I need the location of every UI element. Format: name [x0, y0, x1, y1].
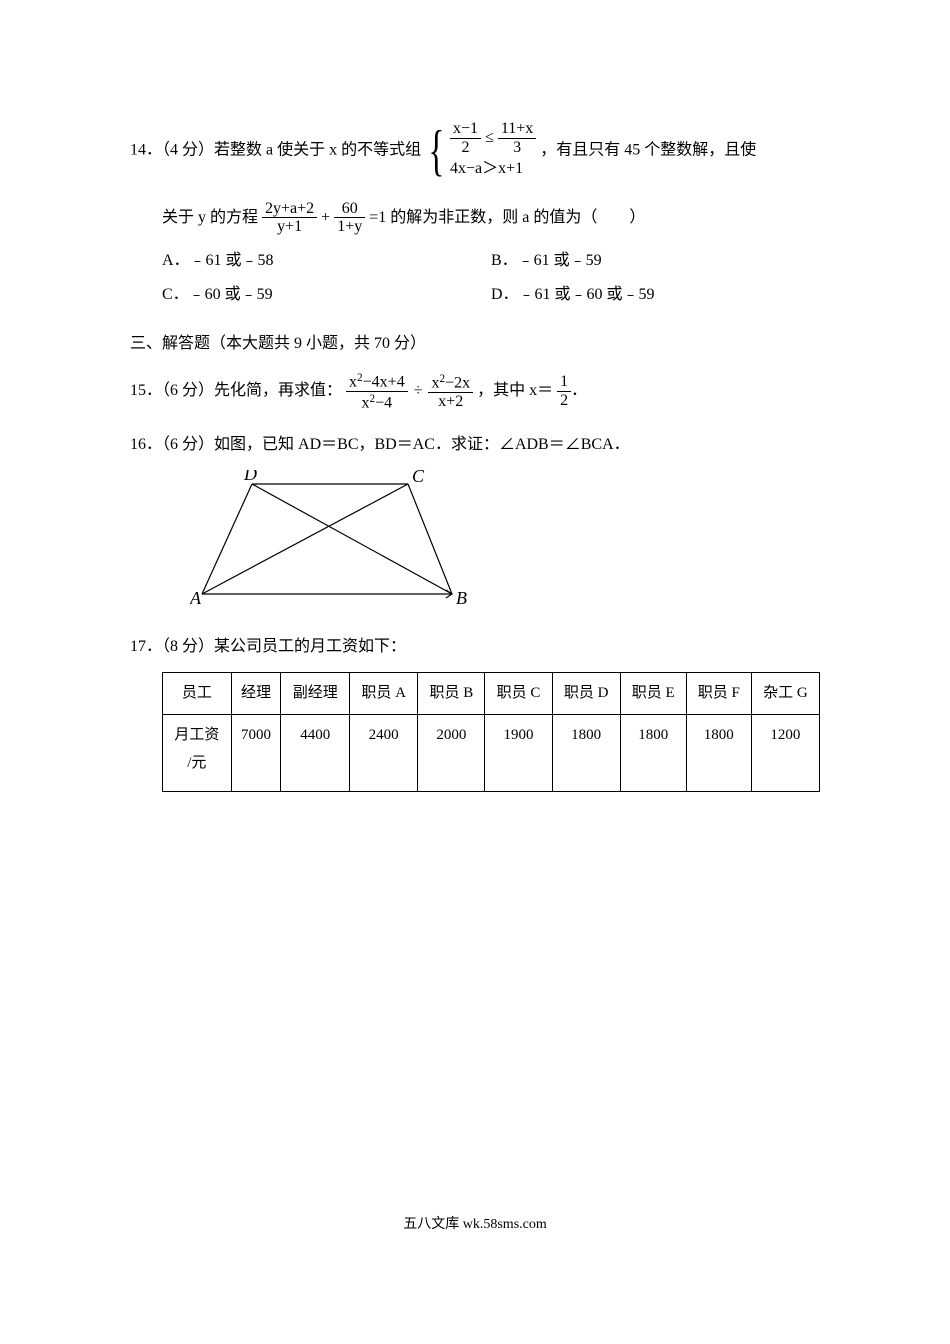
q15-frac2-num: x2−2x [428, 372, 473, 393]
section-3-heading: 三、解答题（本大题共 9 小题，共 70 分） [130, 329, 820, 359]
q14-eq-frac1-den: y+1 [262, 218, 317, 236]
table-row-label: 月工资/元 [163, 714, 232, 791]
q14-eq-frac2-num: 60 [334, 200, 365, 219]
table-header-cell: 员工 [163, 673, 232, 715]
table-cell: 1800 [686, 714, 751, 791]
q15: 15．（6 分）先化简，再求值： x2−4x+4 x2−4 ÷ x2−2x x+… [130, 371, 820, 412]
q14-choice-a: A．﹣61 或﹣58 [162, 246, 491, 276]
q14-label: 14． [130, 142, 162, 159]
q15-frac1-den: x2−4 [346, 392, 408, 412]
table-cell: 1800 [552, 714, 620, 791]
table-cell: 2000 [418, 714, 485, 791]
q14-eq-frac2-den: 1+y [334, 218, 365, 236]
brace-icon: { [429, 123, 445, 179]
q14-eq: =1 [369, 209, 386, 226]
q15-label: 15． [130, 382, 162, 399]
q14-eq-frac1: 2y+a+2 y+1 [262, 200, 317, 236]
page: 14．（4 分）若整数 a 使关于 x 的不等式组 { x−1 2 ≤ 11+x… [0, 0, 950, 1278]
q15-frac3: 1 2 [557, 373, 571, 409]
q17-table: 员工经理副经理职员 A职员 B职员 C职员 D职员 E职员 F杂工 G 月工资/… [162, 672, 820, 792]
q16: 16．（6 分）如图，已知 AD＝BC，BD＝AC．求证：∠ADB＝∠BCA． [130, 430, 820, 460]
q14-choices: A．﹣61 或﹣58 B．﹣61 或﹣59 C．﹣60 或﹣59 D．﹣61 或… [162, 246, 820, 315]
q16-stem: 如图，已知 AD＝BC，BD＝AC．求证：∠ADB＝∠BCA． [214, 436, 630, 453]
q14: 14．（4 分）若整数 a 使关于 x 的不等式组 { x−1 2 ≤ 11+x… [130, 120, 820, 182]
q17: 17．（8 分）某公司员工的月工资如下： [130, 632, 820, 662]
table-cell: 7000 [231, 714, 281, 791]
q15-frac1: x2−4x+4 x2−4 [346, 371, 408, 412]
q17-points: （8 分） [162, 638, 214, 655]
q15-stem-b: ，其中 x＝ [477, 382, 553, 399]
q17-label: 17． [130, 638, 162, 655]
table-header-cell: 经理 [231, 673, 281, 715]
table-cell: 1200 [751, 714, 819, 791]
table-header-cell: 职员 C [485, 673, 552, 715]
q16-figure: A B C D [190, 470, 820, 621]
q14-stem-b: ，有且只有 45 个整数解，且使 [540, 142, 756, 159]
q15-tail: ． [571, 382, 587, 399]
q15-points: （6 分） [162, 382, 214, 399]
q15-op: ÷ [414, 382, 423, 399]
q14-eq-frac2: 60 1+y [334, 200, 365, 236]
q14-plus: + [321, 209, 330, 226]
table-header-cell: 职员 F [686, 673, 751, 715]
table-header-cell: 职员 E [620, 673, 686, 715]
table-header-cell: 职员 D [552, 673, 620, 715]
q14-choice-b: B．﹣61 或﹣59 [491, 246, 820, 276]
svg-text:B: B [456, 588, 467, 608]
q14-stem-c-b: 的解为非正数，则 a 的值为（ ） [390, 209, 645, 226]
q14-eq-frac1-num: 2y+a+2 [262, 200, 317, 219]
q14-sys-row1: x−1 2 ≤ 11+x 3 [450, 120, 536, 156]
q17-stem: 某公司员工的月工资如下： [214, 638, 406, 655]
q14-frac2: 11+x 3 [498, 120, 536, 156]
svg-text:D: D [243, 470, 257, 484]
page-footer: 五八文库 wk.58sms.com [130, 1212, 820, 1239]
q14-choice-c: C．﹣60 或﹣59 [162, 280, 491, 310]
q15-frac1-num: x2−4x+4 [346, 371, 408, 392]
q14-stem-c-a: 关于 y 的方程 [162, 209, 258, 226]
q14-line2: 关于 y 的方程 2y+a+2 y+1 + 60 1+y =1 的解为非正数，则… [162, 200, 820, 236]
q16-points: （6 分） [162, 436, 214, 453]
q14-choice-d: D．﹣61 或﹣60 或﹣59 [491, 280, 820, 310]
svg-text:C: C [412, 470, 425, 486]
table-header-cell: 职员 B [418, 673, 485, 715]
q15-frac3-num: 1 [557, 373, 571, 392]
table-header-cell: 副经理 [281, 673, 350, 715]
table-cell: 4400 [281, 714, 350, 791]
q15-frac2: x2−2x x+2 [428, 372, 473, 411]
q14-frac2-den: 3 [498, 139, 536, 157]
svg-text:A: A [190, 588, 202, 608]
q14-frac1: x−1 2 [450, 120, 481, 156]
q14-sys-row2: 4x−a＞x+1 [450, 156, 536, 182]
table-cell: 2400 [350, 714, 418, 791]
q16-diagram: A B C D [190, 470, 470, 610]
q15-frac2-den: x+2 [428, 393, 473, 411]
table-cell: 1900 [485, 714, 552, 791]
table-cell: 1800 [620, 714, 686, 791]
q16-label: 16． [130, 436, 162, 453]
q14-frac1-den: 2 [450, 139, 481, 157]
q14-system: x−1 2 ≤ 11+x 3 4x−a＞x+1 [450, 120, 536, 182]
q14-frac1-num: x−1 [450, 120, 481, 139]
q15-frac3-den: 2 [557, 392, 571, 410]
q17-value-row: 月工资/元70004400240020001900180018001800120… [163, 714, 820, 791]
table-header-cell: 职员 A [350, 673, 418, 715]
q14-stem-a: 若整数 a 使关于 x 的不等式组 [214, 142, 421, 159]
q14-frac2-num: 11+x [498, 120, 536, 139]
q17-header-row: 员工经理副经理职员 A职员 B职员 C职员 D职员 E职员 F杂工 G [163, 673, 820, 715]
q14-op1: ≤ [485, 129, 494, 146]
table-header-cell: 杂工 G [751, 673, 819, 715]
q15-stem-a: 先化简，再求值： [214, 382, 342, 399]
q14-points: （4 分） [162, 142, 214, 159]
